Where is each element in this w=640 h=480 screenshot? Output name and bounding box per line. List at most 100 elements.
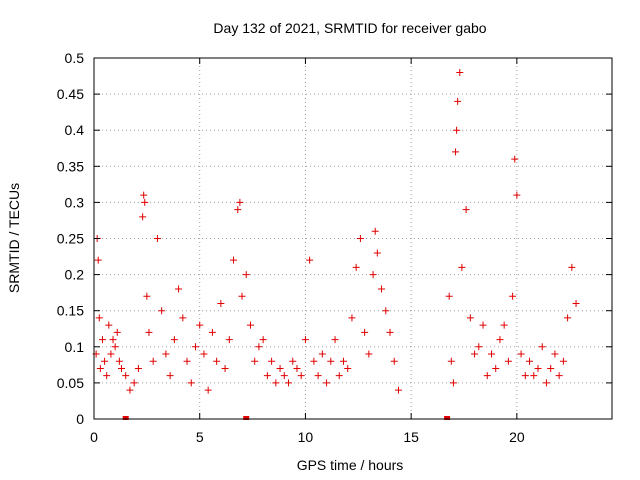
zero-flag-marker [444, 416, 451, 420]
data-point [170, 336, 178, 344]
data-point [318, 350, 326, 358]
data-point [479, 321, 487, 329]
data-point [361, 328, 369, 336]
x-tick-label: 10 [298, 429, 314, 445]
data-point [221, 364, 229, 372]
data-point [521, 372, 529, 380]
data-point [246, 321, 254, 329]
data-point [95, 314, 103, 322]
data-point [483, 372, 491, 380]
data-point [122, 372, 130, 380]
data-point [538, 343, 546, 351]
data-point [352, 263, 360, 271]
data-point [382, 307, 390, 315]
data-point [200, 350, 208, 358]
data-point [500, 321, 508, 329]
data-point [339, 357, 347, 365]
zero-flags [122, 416, 451, 420]
data-point [111, 343, 119, 351]
data-point [166, 372, 174, 380]
y-tick-label: 0.3 [65, 194, 85, 210]
data-point [234, 206, 242, 214]
data-point [134, 364, 142, 372]
data-point [456, 68, 464, 76]
data-point [504, 357, 512, 365]
data-point [204, 386, 212, 394]
data-point [466, 314, 474, 322]
y-axis-ticks: 0 0.05 0.1 0.15 0.2 0.25 0.3 0.35 0.4 0.45 0.5 [57, 50, 612, 427]
data-point [242, 271, 250, 279]
data-point [183, 357, 191, 365]
data-point [373, 249, 381, 257]
data-point [509, 292, 517, 300]
data-point [564, 314, 572, 322]
y-axis-label: SRMTID / TECUs [6, 183, 22, 293]
data-point [371, 227, 379, 235]
data-point [555, 372, 563, 380]
data-point [386, 328, 394, 336]
data-point [513, 191, 521, 199]
data-point [140, 191, 148, 199]
data-point [394, 386, 402, 394]
data-point [471, 350, 479, 358]
data-point [348, 314, 356, 322]
data-point [213, 357, 221, 365]
data-point [268, 357, 276, 365]
data-point [285, 379, 293, 387]
data-point [117, 364, 125, 372]
data-point [492, 364, 500, 372]
x-tick-label: 20 [509, 429, 525, 445]
data-point [306, 256, 314, 264]
data-point [143, 292, 151, 300]
data-point [445, 292, 453, 300]
data-point [293, 364, 301, 372]
grid-lines [93, 57, 612, 420]
data-point [101, 357, 109, 365]
data-point [280, 372, 288, 380]
y-tick-label: 0.4 [65, 122, 85, 138]
x-tick-label: 15 [403, 429, 419, 445]
data-point [162, 350, 170, 358]
data-point [369, 271, 377, 279]
data-point [331, 336, 339, 344]
data-point [390, 357, 398, 365]
data-point [263, 372, 271, 380]
zero-flag-marker [243, 416, 250, 420]
data-point [115, 357, 123, 365]
data-point [225, 336, 233, 344]
data-point [534, 364, 542, 372]
data-point [130, 379, 138, 387]
y-tick-label: 0.25 [57, 231, 84, 247]
y-tick-label: 0.15 [57, 303, 84, 319]
data-point [335, 372, 343, 380]
data-point [289, 357, 297, 365]
data-point [113, 328, 121, 336]
data-point [98, 336, 106, 344]
data-point [105, 321, 113, 329]
data-point [547, 364, 555, 372]
x-tick-label: 5 [196, 429, 204, 445]
data-point [378, 285, 386, 293]
data-point [327, 357, 335, 365]
data-point [323, 379, 331, 387]
data-point [568, 263, 576, 271]
data-point [496, 336, 504, 344]
data-point [126, 386, 134, 394]
data-point [208, 328, 216, 336]
data-point [454, 97, 462, 105]
data-point [149, 357, 157, 365]
data-point [141, 198, 149, 206]
data-point [153, 235, 161, 242]
data-point [145, 328, 153, 336]
y-tick-label: 0.2 [65, 267, 85, 283]
y-tick-label: 0.45 [57, 86, 84, 102]
y-tick-label: 0.35 [57, 158, 84, 174]
data-point [94, 256, 102, 264]
data-point [453, 126, 461, 134]
data-point [179, 314, 187, 322]
data-point [310, 357, 318, 365]
data-point [462, 206, 470, 214]
data-point [572, 299, 580, 307]
data-point [196, 321, 204, 329]
